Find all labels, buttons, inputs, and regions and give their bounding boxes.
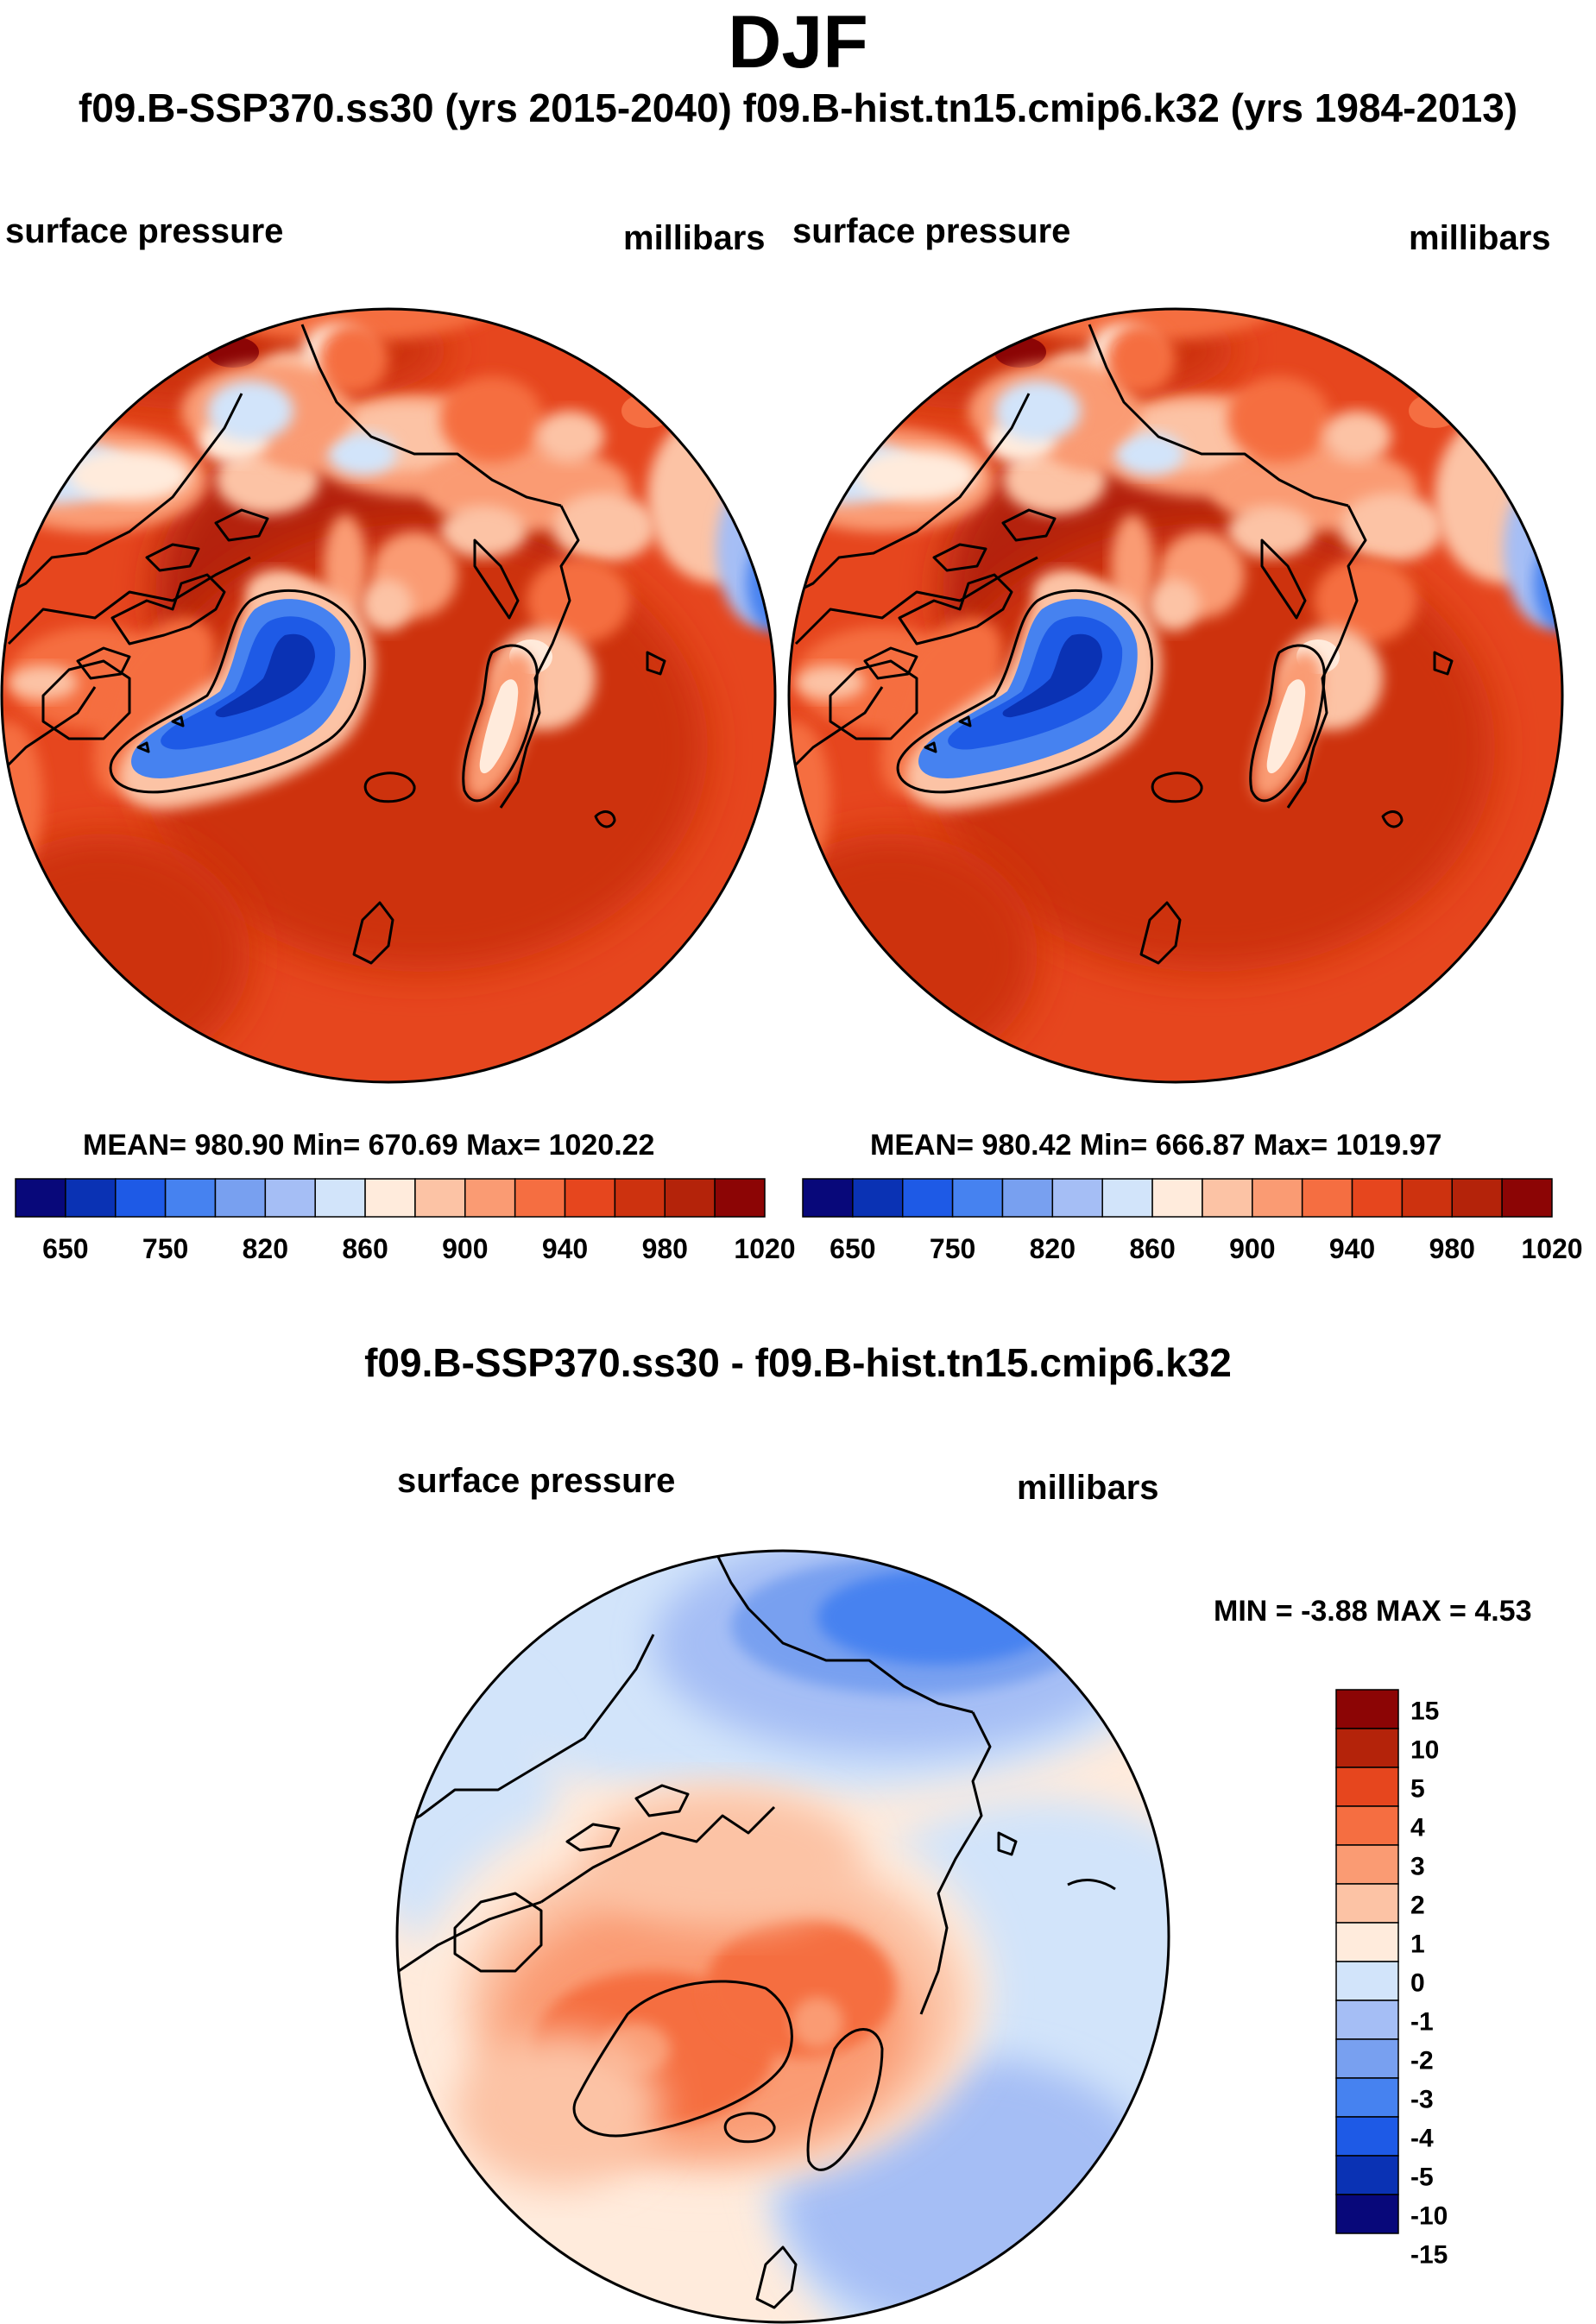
diff-map — [351, 1505, 1327, 2324]
left-stats: MEAN= 980.90 Min= 670.69 Max= 1020.22 — [83, 1129, 655, 1162]
right-variable-label: surface pressure — [792, 212, 1071, 250]
right-colorbar-swatch — [1101, 1178, 1153, 1218]
diff-colorbar-swatch — [1335, 2000, 1399, 2040]
right-colorbar-swatch — [901, 1178, 954, 1218]
diff-colorbar-swatch — [1335, 1922, 1399, 1962]
right-colorbar-tick-label: 860 — [1129, 1233, 1175, 1264]
left-colorbar-tick-label: 860 — [342, 1233, 388, 1264]
diff-colorbar-swatch — [1335, 1883, 1399, 1924]
left-colorbar-swatch — [464, 1178, 516, 1218]
right-colorbar-swatch — [1202, 1178, 1253, 1218]
right-colorbar-swatch — [1351, 1178, 1404, 1218]
left-map — [0, 255, 803, 1093]
right-colorbar-swatch — [1252, 1178, 1303, 1218]
left-variable-label: surface pressure — [5, 212, 284, 250]
diff-colorbar-tick-label: -15 — [1410, 2241, 1448, 2270]
diff-colorbar-tick-label: 2 — [1410, 1892, 1425, 1920]
left-colorbar-swatch — [264, 1178, 316, 1218]
right-units-label: millibars — [1409, 219, 1551, 257]
diff-colorbar-swatch — [1335, 1689, 1399, 1729]
diff-colorbar-tick-label: 10 — [1410, 1736, 1439, 1765]
left-colorbar-tick-label: 650 — [42, 1233, 88, 1264]
left-units-label: millibars — [623, 219, 766, 257]
diff-colorbar-tick-label: -10 — [1410, 2202, 1448, 2231]
left-map-border — [0, 307, 777, 1084]
left-colorbar-swatch — [314, 1178, 366, 1218]
right-colorbar-swatch — [951, 1178, 1004, 1218]
diff-colorbar-swatch — [1335, 1805, 1399, 1846]
right-colorbar-swatch — [802, 1178, 854, 1218]
diff-title: f09.B-SSP370.ss30 - f09.B-hist.tn15.cmip… — [364, 1340, 1232, 1385]
diff-colorbar-swatch — [1335, 2155, 1399, 2195]
right-colorbar-swatch — [1001, 1178, 1054, 1218]
left-colorbar-tick-label: 980 — [642, 1233, 688, 1264]
right-colorbar-tick-label: 650 — [830, 1233, 875, 1264]
right-colorbar-tick-label: 750 — [930, 1233, 975, 1264]
left-colorbar-tick-label: 900 — [442, 1233, 488, 1264]
left-colorbar-swatch — [514, 1178, 566, 1218]
left-colorbar-swatch — [664, 1178, 716, 1218]
right-colorbar-swatch — [1451, 1178, 1503, 1218]
right-colorbar-swatch — [1401, 1178, 1454, 1218]
right-colorbar-tick-label: 980 — [1429, 1233, 1475, 1264]
left-colorbar-swatch — [364, 1178, 416, 1218]
diff-colorbar-swatch — [1335, 2077, 1399, 2118]
diff-variable-label: surface pressure — [397, 1462, 676, 1500]
diff-colorbar-swatch — [1335, 2038, 1399, 2079]
right-map-border — [787, 307, 1564, 1084]
left-colorbar-swatch — [414, 1178, 466, 1218]
left-colorbar-swatch — [114, 1178, 167, 1218]
diff-colorbar-swatch — [1335, 2116, 1399, 2157]
left-colorbar-swatch — [65, 1178, 117, 1218]
right-map — [744, 255, 1590, 1093]
left-colorbar-tick-label: 750 — [142, 1233, 188, 1264]
left-colorbar-swatch — [214, 1178, 267, 1218]
right-colorbar-swatch — [1051, 1178, 1103, 1218]
diff-colorbar-tick-label: -3 — [1410, 2086, 1434, 2114]
diff-stats: MIN = -3.88 MAX = 4.53 — [1214, 1595, 1532, 1628]
right-colorbar-tick-label: 900 — [1229, 1233, 1275, 1264]
left-colorbar-swatch — [564, 1178, 616, 1218]
right-colorbar-tick-label: 940 — [1329, 1233, 1375, 1264]
right-colorbar-swatch — [852, 1178, 904, 1218]
right-colorbar-swatch — [1301, 1178, 1353, 1218]
left-colorbar-swatch — [164, 1178, 217, 1218]
diff-colorbar-tick-label: 5 — [1410, 1775, 1425, 1804]
diff-colorbar-swatch — [1335, 1844, 1399, 1885]
diff-colorbar-tick-label: 15 — [1410, 1697, 1439, 1726]
diff-colorbar-tick-label: -2 — [1410, 2047, 1434, 2075]
left-colorbar-swatch — [15, 1178, 66, 1218]
diff-colorbar-tick-label: 3 — [1410, 1853, 1425, 1881]
left-colorbar-tick-label: 940 — [542, 1233, 588, 1264]
diff-colorbar-tick-label: 1 — [1410, 1930, 1425, 1959]
right-stats: MEAN= 980.42 Min= 666.87 Max= 1019.97 — [870, 1129, 1442, 1162]
diff-colorbar-tick-label: 0 — [1410, 1969, 1425, 1998]
diff-map-border — [395, 1549, 1170, 2324]
left-colorbar-swatch — [714, 1178, 766, 1218]
diff-colorbar-tick-label: -4 — [1410, 2125, 1434, 2153]
right-colorbar-tick-label: 820 — [1030, 1233, 1076, 1264]
case-titles: f09.B-SSP370.ss30 (yrs 2015-2040) f09.B-… — [78, 85, 1518, 130]
diff-colorbar-tick-label: 4 — [1410, 1814, 1425, 1842]
left-colorbar-tick-label: 1020 — [734, 1233, 795, 1264]
right-colorbar-tick-label: 1020 — [1521, 1233, 1582, 1264]
diff-colorbar-tick-label: -1 — [1410, 2008, 1434, 2037]
left-colorbar-tick-label: 820 — [243, 1233, 288, 1264]
left-colorbar-swatch — [614, 1178, 666, 1218]
diff-colorbar-swatch — [1335, 1728, 1399, 1768]
diff-units-label: millibars — [1017, 1469, 1159, 1507]
diff-colorbar-swatch — [1335, 2194, 1399, 2234]
right-colorbar-swatch — [1501, 1178, 1553, 1218]
right-colorbar-swatch — [1151, 1178, 1203, 1218]
diff-colorbar-swatch — [1335, 1767, 1399, 1807]
diff-colorbar-swatch — [1335, 1961, 1399, 2001]
diff-colorbar-tick-label: -5 — [1410, 2163, 1434, 2192]
figure-title: DJF — [728, 1, 868, 84]
left-colorbar: 650 750 820 860 900 940 980 1020 — [15, 1178, 796, 1264]
right-colorbar: 650 750 820 860 900 940 980 1020 — [802, 1178, 1583, 1264]
